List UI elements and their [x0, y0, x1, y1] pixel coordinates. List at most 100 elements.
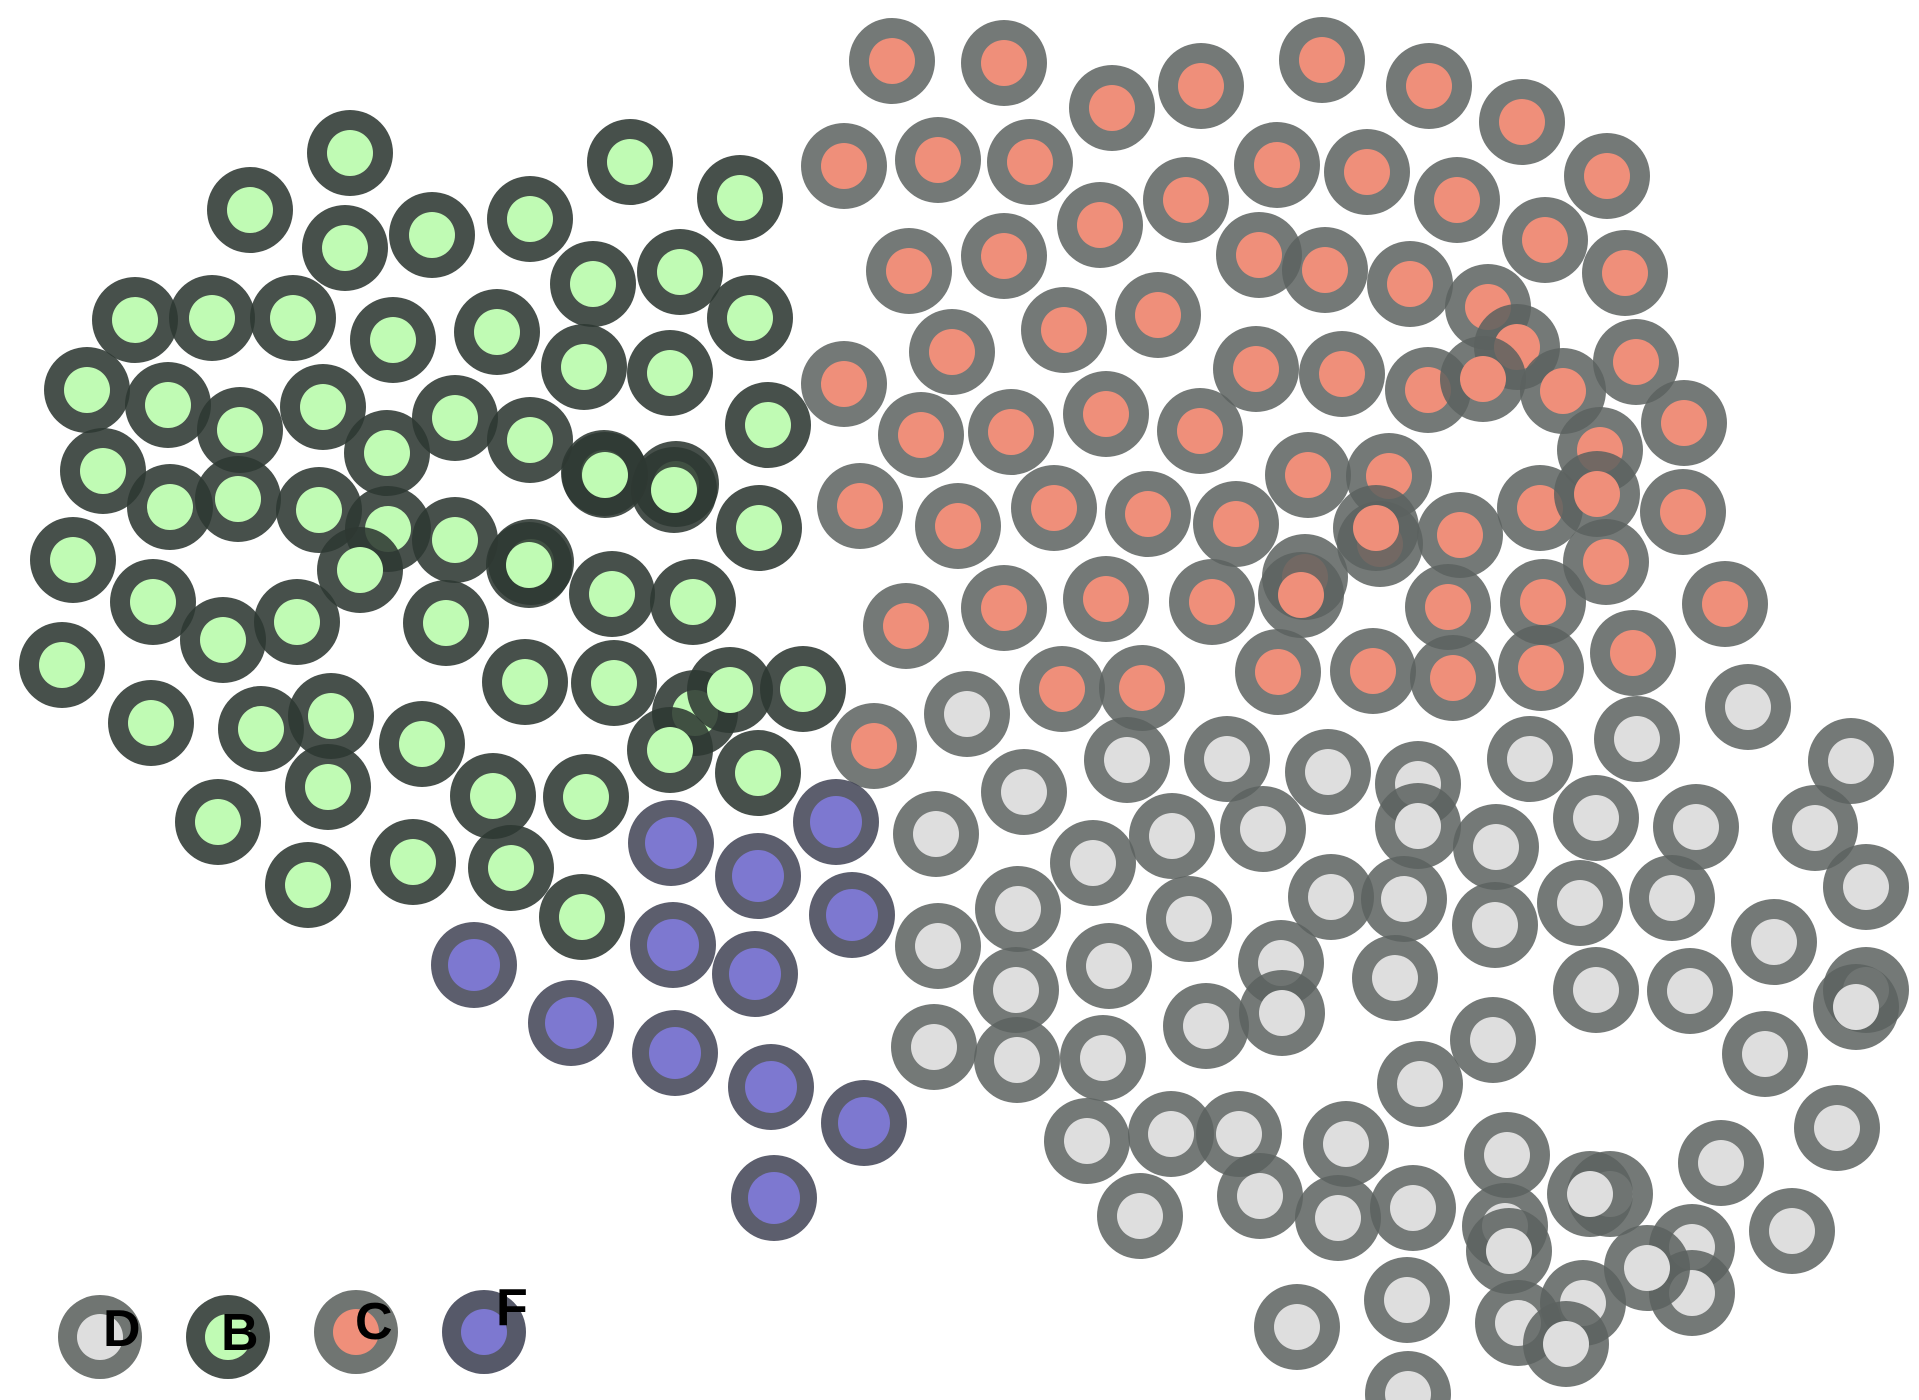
- point-b: [507, 417, 553, 463]
- point-d: [1486, 1228, 1532, 1274]
- point-c: [1319, 351, 1365, 397]
- point-d: [1216, 1111, 1262, 1157]
- series-b: [19, 110, 846, 960]
- point-c: [1574, 471, 1620, 517]
- point-b: [370, 317, 416, 363]
- point-b: [130, 579, 176, 625]
- point-f: [810, 796, 862, 848]
- point-c: [988, 409, 1034, 455]
- legend-label-c: C: [355, 1293, 393, 1351]
- point-c: [1613, 339, 1659, 385]
- point-c: [821, 143, 867, 189]
- point-c: [1041, 307, 1087, 353]
- point-b: [506, 542, 552, 588]
- point-c: [1602, 250, 1648, 296]
- point-d: [911, 1024, 957, 1070]
- point-c: [1460, 356, 1506, 402]
- point-c: [1178, 63, 1224, 109]
- point-c: [1254, 142, 1300, 188]
- point-c: [1522, 217, 1568, 263]
- point-c: [1702, 581, 1748, 627]
- point-b: [727, 295, 773, 341]
- point-d: [944, 691, 990, 737]
- legend-label-b: B: [221, 1304, 259, 1362]
- point-d: [1573, 795, 1619, 841]
- point-d: [1070, 840, 1116, 886]
- point-f: [826, 889, 878, 941]
- point-b: [200, 617, 246, 663]
- point-d: [1624, 1245, 1670, 1291]
- point-d: [1673, 804, 1719, 850]
- point-f: [448, 939, 500, 991]
- point-c: [915, 137, 961, 183]
- point-d: [1649, 875, 1695, 921]
- point-d: [1667, 968, 1713, 1014]
- point-f: [745, 1061, 797, 1113]
- point-d: [1725, 684, 1771, 730]
- point-d: [1833, 984, 1879, 1030]
- legend-marker-c-core: [333, 1309, 379, 1355]
- point-c: [1135, 292, 1181, 338]
- point-d: [1828, 738, 1874, 784]
- point-b: [50, 537, 96, 583]
- point-d: [1237, 1173, 1283, 1219]
- legend-marker-d-core: [77, 1314, 123, 1360]
- point-c: [1425, 584, 1471, 630]
- point-b: [559, 894, 605, 940]
- point-d: [1204, 736, 1250, 782]
- point-d: [1274, 1304, 1320, 1350]
- point-b: [647, 727, 693, 773]
- point-b: [717, 175, 763, 221]
- point-b: [745, 402, 791, 448]
- point-c: [1083, 576, 1129, 622]
- point-c: [1302, 247, 1348, 293]
- series-f: [431, 779, 907, 1241]
- point-c: [1077, 202, 1123, 248]
- point-b: [780, 666, 826, 712]
- point-b: [607, 139, 653, 185]
- point-c: [1434, 177, 1480, 223]
- point-d: [1259, 990, 1305, 1036]
- point-b: [670, 579, 716, 625]
- point-d: [913, 811, 959, 857]
- point-c: [1517, 485, 1563, 531]
- point-d: [1166, 896, 1212, 942]
- point-c: [1518, 645, 1564, 691]
- point-d: [1308, 874, 1354, 920]
- point-b: [488, 845, 534, 891]
- point-c: [1233, 346, 1279, 392]
- point-d: [1390, 1185, 1436, 1231]
- point-b: [432, 395, 478, 441]
- point-c: [981, 233, 1027, 279]
- point-d: [1395, 803, 1441, 849]
- point-d: [1769, 1208, 1815, 1254]
- point-c: [1353, 505, 1399, 551]
- point-d: [1507, 736, 1553, 782]
- point-d: [1315, 1195, 1361, 1241]
- point-b: [300, 384, 346, 430]
- point-c: [821, 361, 867, 407]
- point-d: [1305, 749, 1351, 795]
- point-b: [507, 196, 553, 242]
- point-d: [1117, 1193, 1163, 1239]
- point-d: [1698, 1140, 1744, 1186]
- point-c: [1520, 579, 1566, 625]
- point-b: [423, 600, 469, 646]
- point-c: [1299, 37, 1345, 83]
- point-b: [147, 484, 193, 530]
- point-c: [851, 723, 897, 769]
- point-d: [1742, 1031, 1788, 1077]
- point-c: [981, 585, 1027, 631]
- point-d: [1064, 1118, 1110, 1164]
- series-c: [801, 17, 1768, 789]
- point-c: [929, 329, 975, 375]
- point-d: [1470, 1017, 1516, 1063]
- point-b: [39, 642, 85, 688]
- point-c: [1177, 408, 1223, 454]
- point-c: [1119, 665, 1165, 711]
- point-c: [1278, 572, 1324, 618]
- point-c: [886, 248, 932, 294]
- point-c: [1083, 391, 1129, 437]
- legend-item-f: F: [442, 1279, 528, 1374]
